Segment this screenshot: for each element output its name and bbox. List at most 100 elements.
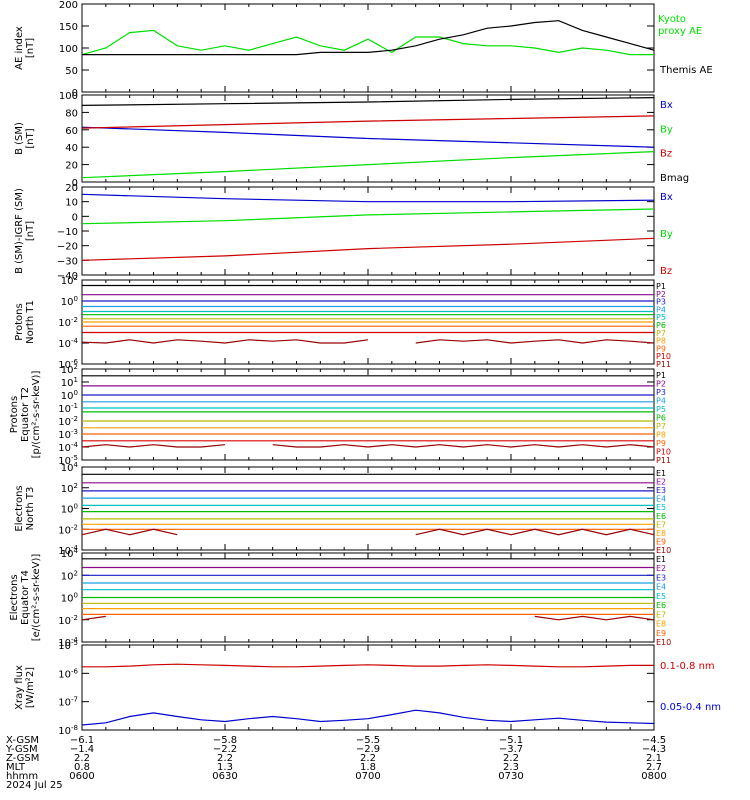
axis-value: 0800 — [641, 771, 666, 782]
legend-label: P11 — [656, 360, 671, 369]
axis-value: 1.3 — [217, 762, 233, 773]
legend-label: P1 — [656, 371, 666, 380]
y-tick-label: 102 — [61, 363, 78, 376]
legend-label: P2 — [656, 380, 666, 389]
y-tick-label: −20 — [57, 242, 78, 253]
axis-value: 2.2 — [217, 753, 233, 764]
legend-label: Bx — [660, 100, 673, 111]
legend-label: E9 — [656, 629, 666, 638]
legend-label: proxy AE — [658, 26, 702, 37]
y-axis-label: [nT] — [25, 221, 36, 241]
axis-value: 2.2 — [503, 753, 519, 764]
y-tick-label: 10-4 — [58, 636, 78, 649]
axis-value: 2.2 — [360, 753, 376, 764]
y-axis-label: Protons — [14, 303, 25, 340]
legend-label: E5 — [656, 592, 666, 601]
row-label: hhmm — [6, 771, 38, 782]
legend-label: P10 — [656, 448, 671, 457]
series-line — [82, 20, 655, 56]
legend-label: E8 — [656, 620, 666, 629]
axis-value: −1.4 — [70, 744, 94, 755]
y-tick-label: 10-4 — [58, 337, 78, 350]
panel-frame — [81, 466, 655, 551]
panel-frame — [81, 3, 655, 93]
axis-value: 0630 — [212, 771, 237, 782]
y-tick-label: 20 — [65, 161, 78, 172]
y-tick-label: 40 — [65, 143, 78, 154]
y-tick-label: 10-1 — [58, 402, 78, 415]
axis-value: 2.7 — [646, 762, 662, 773]
axis-value: −5.5 — [356, 735, 380, 746]
y-axis-label: Electrons — [9, 574, 20, 620]
y-tick-label: 80 — [65, 108, 78, 119]
y-tick-label: 10 — [65, 198, 78, 209]
y-axis-label: B (SM)-IGRF (SM) — [14, 188, 25, 274]
panel-ee: 10-4 10-2 100 102 104 Electrons Equator T4 [e/(… — [9, 547, 671, 649]
legend-label: Bz — [660, 266, 672, 277]
y-tick-label: 20 — [65, 183, 78, 194]
y-axis-label: AE index — [14, 26, 25, 70]
y-tick-label: 10-5 — [58, 639, 78, 652]
y-tick-label: 50 — [65, 66, 78, 77]
panel-xray: 10-8 10-7 10-6 10-5 Xray flux [W/m²2] 0.1-0.8 … — [14, 639, 721, 737]
y-tick-label: 10-7 — [58, 696, 78, 709]
legend-label: P10 — [656, 352, 671, 361]
axis-value: −4.5 — [642, 735, 666, 746]
y-tick-label: 101 — [61, 376, 78, 389]
legend-label: P7 — [656, 329, 666, 338]
legend-label: P4 — [656, 305, 666, 314]
y-tick-label: 10-2 — [58, 316, 78, 329]
panel-frame — [81, 186, 655, 276]
axis-value: 0730 — [498, 771, 523, 782]
axis-value: −2.9 — [356, 744, 380, 755]
legend-label: E7 — [656, 610, 666, 619]
axis-value: 0700 — [355, 771, 380, 782]
axis-value: 0600 — [69, 771, 94, 782]
legend-label: P7 — [656, 422, 666, 431]
y-tick-label: 150 — [59, 22, 78, 33]
axis-value: 1.8 — [360, 762, 376, 773]
series-line — [81, 528, 655, 536]
legend-label: Themis AE — [659, 65, 713, 76]
panel-frame — [81, 644, 655, 731]
axis-value: −2.2 — [213, 744, 237, 755]
legend-label: E2 — [656, 564, 666, 573]
y-axis-label: [p/(cm²-s-sr-keV)] — [31, 371, 42, 459]
legend-label: E4 — [656, 495, 666, 504]
series-line — [81, 208, 655, 225]
legend-label: E4 — [656, 583, 666, 592]
y-tick-label: −10 — [57, 227, 78, 238]
series-line — [81, 237, 655, 261]
legend-label: P4 — [656, 397, 666, 406]
y-tick-label: 60 — [65, 126, 78, 137]
y-tick-label: 100 — [61, 295, 78, 308]
legend-label: E10 — [656, 546, 671, 555]
y-tick-label: 104 — [61, 461, 79, 474]
axis-value: −4.3 — [642, 744, 666, 755]
y-axis-label: North T3 — [25, 487, 36, 531]
legend-label: Bz — [660, 149, 672, 160]
series-line — [81, 126, 655, 148]
series-line — [81, 29, 654, 56]
y-axis-label: Equator T2 — [20, 387, 31, 442]
y-axis-label: [nT] — [25, 128, 36, 148]
y-tick-label: 0 — [72, 178, 78, 189]
legend-label: E3 — [656, 486, 666, 495]
y-axis-label: B (SM) — [14, 122, 25, 155]
legend-label: E7 — [656, 520, 666, 529]
series-line — [81, 151, 655, 179]
row-label: Z-GSM — [6, 753, 39, 764]
legend-label: P6 — [656, 321, 666, 330]
panel-bigrf: −40 −30 −20 −10 0 10 20 B (SM)-IGRF (SM) [nT] Bx B… — [14, 183, 673, 282]
y-tick-label: 100 — [59, 91, 78, 102]
y-axis-label: [nT] — [25, 38, 36, 58]
series-line — [81, 709, 655, 726]
panel-bsm: 0 20 40 60 80 100 B (SM) [nT] Bx By Bz Bmag — [14, 91, 689, 189]
y-axis-label: Protons — [9, 396, 20, 433]
y-tick-label: 102 — [61, 274, 78, 287]
legend-label: P3 — [656, 298, 666, 307]
legend-label: Bx — [660, 192, 673, 203]
y-tick-label: 102 — [61, 569, 78, 582]
y-axis-label: [e/(cm²-s-sr-keV)] — [31, 554, 42, 642]
